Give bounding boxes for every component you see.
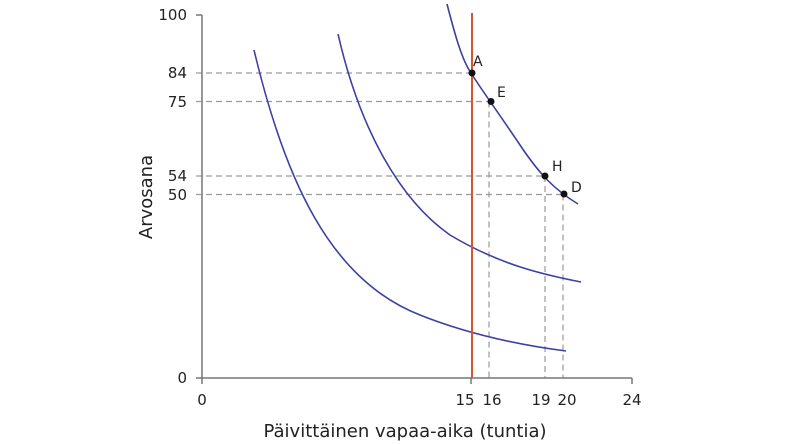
x-tick-24: 24 — [622, 391, 641, 409]
indifference-curves — [253, 3, 582, 352]
x-axis-title: Päivittäinen vapaa-aika (tuntia) — [263, 421, 546, 442]
x-tick-15: 15 — [455, 391, 474, 409]
x-tick-19: 19 — [531, 391, 550, 409]
point-e — [487, 98, 495, 105]
point-label-h: H — [552, 159, 563, 175]
indifference-curve-3 — [446, 3, 579, 205]
point-label-e: E — [497, 85, 506, 101]
x-tick-labels: 0 15 16 19 20 24 — [197, 391, 641, 409]
point-label-a: A — [473, 54, 483, 70]
x-tick-20: 20 — [557, 391, 576, 409]
points — [468, 69, 568, 198]
y-tick-50: 50 — [168, 186, 187, 204]
y-axis-title: Arvosana — [136, 155, 157, 239]
point-h — [541, 172, 549, 180]
y-tick-labels: 100 84 75 54 50 0 — [158, 6, 187, 387]
axes — [196, 14, 633, 384]
point-label-d: D — [571, 180, 582, 196]
indifference-curve-1 — [253, 49, 567, 352]
y-tick-84: 84 — [168, 64, 187, 82]
y-tick-75: 75 — [168, 93, 187, 111]
y-tick-0: 0 — [177, 369, 187, 387]
point-d — [560, 190, 568, 198]
y-tick-100: 100 — [158, 6, 187, 24]
x-tick-16: 16 — [482, 391, 501, 409]
reference-lines — [196, 72, 564, 378]
indifference-curve-2 — [337, 33, 582, 283]
point-a — [468, 69, 476, 77]
x-tick-0: 0 — [197, 391, 207, 409]
y-tick-54: 54 — [168, 167, 187, 185]
